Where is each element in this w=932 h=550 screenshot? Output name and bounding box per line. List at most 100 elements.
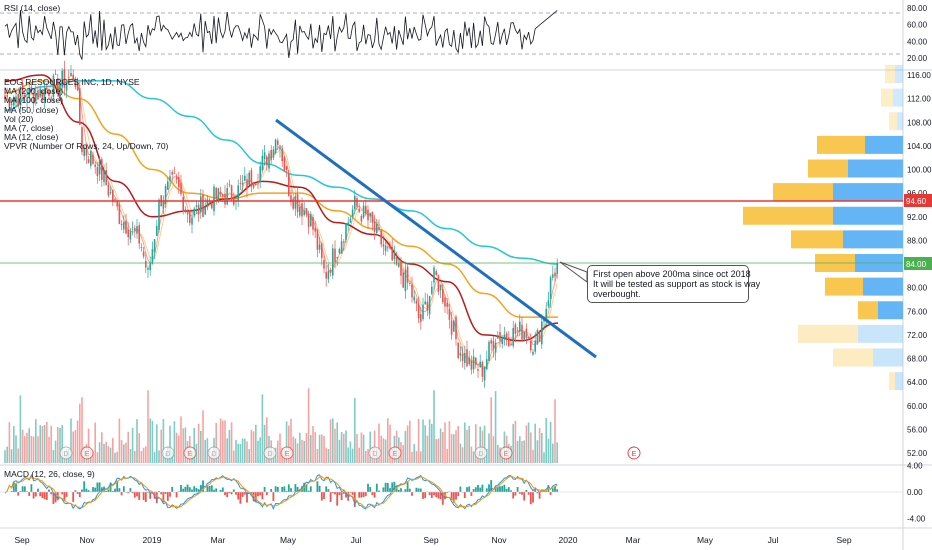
macd-histogram-bar — [281, 486, 284, 492]
legend-ma50[interactable]: MA (50, close) — [4, 104, 59, 115]
time-axis-label: Jul — [351, 535, 362, 545]
time-axis-label: Sep — [14, 535, 29, 545]
earnings-marker — [183, 446, 197, 460]
candle-body — [530, 340, 532, 351]
volume-bar — [301, 439, 303, 463]
volume-bar — [76, 420, 79, 463]
macd-histogram-bar — [466, 487, 468, 492]
candle-body — [292, 198, 294, 209]
legend-ma100[interactable]: MA (100, close) — [4, 95, 64, 106]
volume-bar — [459, 443, 462, 463]
macd-histogram-bar — [41, 492, 44, 498]
macd-histogram-bar — [283, 486, 286, 492]
legend-ma200[interactable]: MA (200, close) — [4, 86, 64, 97]
macd-histogram-bar — [470, 492, 473, 496]
candle-body — [32, 93, 35, 104]
volume-bar — [307, 388, 310, 463]
candle-body — [404, 269, 407, 292]
annotation-callout[interactable]: First open above 200ma since oct 2018 It… — [587, 265, 760, 303]
macd-histogram-bar — [516, 486, 519, 492]
macd-histogram-bar — [334, 492, 336, 495]
candle-body — [525, 328, 528, 338]
macd-histogram-bar — [193, 486, 196, 492]
macd-histogram-bar — [307, 490, 310, 492]
volume-bar — [382, 438, 385, 463]
candle-body — [74, 79, 77, 87]
event-marker-label: E — [632, 451, 637, 458]
candle-body — [532, 351, 534, 355]
candle-body — [90, 150, 92, 166]
macd-histogram-bar — [230, 492, 233, 495]
volume-bar — [180, 416, 182, 463]
volume-bar — [409, 420, 411, 463]
macd-histogram-bar — [81, 489, 83, 492]
macd-histogram-bar — [422, 492, 424, 499]
candle-body — [189, 210, 191, 224]
candle-body — [92, 154, 94, 164]
trendline[interactable] — [275, 118, 597, 359]
rsi-path — [4, 10, 558, 60]
volume-bar — [87, 428, 90, 463]
macd-histogram-bar — [228, 492, 231, 494]
volume-bar — [428, 419, 431, 463]
macd-histogram-bar — [182, 488, 185, 492]
macd-histogram-bar — [12, 482, 15, 492]
volume-bar — [261, 394, 264, 463]
macd-histogram-bar — [336, 492, 339, 506]
candle-body — [457, 342, 459, 358]
candle-body — [310, 213, 312, 227]
volume-bar — [151, 420, 154, 463]
legend-volume[interactable]: Vol (20) — [4, 113, 34, 124]
candle-body — [354, 195, 356, 210]
volume-bar — [35, 419, 37, 463]
vpvr-histogram — [743, 65, 903, 391]
volume-bar — [8, 422, 11, 463]
volume-bar — [488, 433, 490, 463]
volume-bar — [182, 428, 184, 463]
event-marker-label: D — [372, 451, 377, 458]
volume-bar — [103, 443, 105, 463]
candle-body — [431, 286, 433, 294]
volume-bar — [160, 429, 162, 463]
macd-histogram-bar — [131, 492, 134, 494]
time-axis: Sep Nov 2019 Mar May Jul Sep Nov 2020 Mar May Jul Se… — [14, 535, 851, 545]
macd-histogram-bar — [206, 486, 209, 492]
legend-ma12[interactable]: MA (12, close) — [4, 132, 59, 143]
volume-bar — [345, 430, 347, 463]
volume-bar — [15, 435, 17, 463]
macd-histogram-bar — [389, 488, 391, 492]
macd-histogram-bar — [72, 492, 75, 502]
candle-body — [426, 301, 429, 311]
candle-body — [191, 217, 193, 225]
dividend-marker — [161, 446, 175, 460]
time-axis-label: Nov — [79, 535, 95, 545]
price-tick-label: 100.00 — [907, 166, 932, 175]
candle-body — [340, 241, 343, 254]
event-marker-label: E — [393, 451, 398, 458]
macd-histogram-bar — [285, 490, 288, 492]
candle-body — [290, 195, 292, 203]
volume-bar — [455, 430, 457, 463]
candle-body — [17, 94, 19, 107]
macd-histogram-bar — [395, 485, 398, 492]
candle-body — [488, 341, 490, 361]
candle-body — [226, 188, 228, 205]
candle-body — [158, 199, 160, 230]
macd-histogram-bar — [534, 489, 537, 492]
candle-body — [156, 225, 158, 236]
legend-symbol[interactable]: EOG RESOURCES INC, 1D, NYSE — [4, 77, 140, 87]
volume-bar — [136, 419, 138, 463]
legend-vpvr[interactable]: VPVR (Number Of Rows, 24, Up/Down, 70) — [4, 141, 169, 152]
volume-bar — [252, 431, 255, 463]
macd-histogram-bar — [195, 487, 198, 492]
ma50-line — [4, 74, 559, 342]
macd-histogram-bar — [138, 492, 141, 500]
volume-bar — [59, 427, 61, 463]
volume-bar — [545, 418, 547, 463]
candle-body — [376, 223, 378, 234]
volume-bar — [347, 447, 349, 463]
time-axis-label: Sep — [836, 535, 851, 545]
legend-ma7[interactable]: MA (7, close) — [4, 123, 54, 134]
volume-bar — [239, 443, 242, 463]
